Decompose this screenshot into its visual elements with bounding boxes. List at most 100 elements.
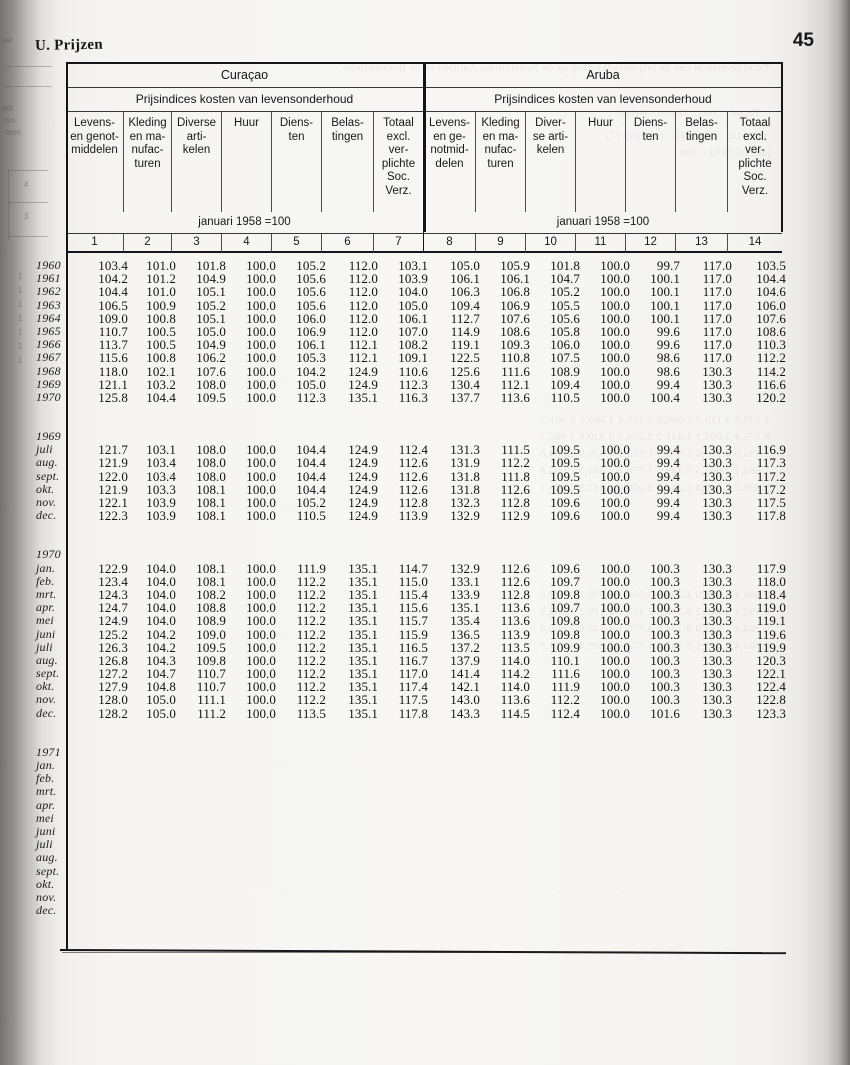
col-header-12: Diens-ten: [626, 112, 676, 212]
table-row: nov.: [0, 890, 850, 904]
table-cell: 104.0: [146, 600, 176, 616]
section-year-row: 1970: [0, 547, 850, 562]
table-cell: 101.6: [650, 705, 680, 721]
table-row: feb. 123.4 104.0 108.1 100.0 112.2 135.1 115.0 1…: [0, 573, 850, 589]
col-header-3: Diverse arti-kelen: [172, 112, 222, 212]
table-cell: 114.7: [398, 560, 428, 576]
table-cell: 100.0: [600, 271, 630, 287]
table-cell: 126.8: [98, 652, 128, 668]
col-number-4: 4: [222, 234, 272, 253]
table-cell: 130.3: [702, 376, 732, 392]
table-cell: 100.0: [246, 666, 276, 682]
table-cell: 112.8: [398, 495, 428, 510]
table-cell: 137.7: [450, 389, 480, 405]
table-cell: 105.1: [196, 310, 226, 326]
table-cell: 109.5: [550, 442, 580, 458]
table-cell: 130.3: [702, 613, 732, 629]
table-cell: 100.0: [246, 337, 276, 353]
table-cell: 105.9: [500, 258, 530, 273]
table-cell: 100.5: [146, 337, 176, 353]
col-number-11: 11: [576, 234, 626, 253]
table-cell: 120.2: [756, 389, 786, 405]
table-cell: 114.9: [450, 323, 480, 339]
row-label: mei: [36, 613, 54, 628]
table-cell: 121.7: [98, 442, 128, 458]
base-period-aruba: januari 1958 =100: [424, 212, 782, 234]
row-label: okt.: [36, 481, 55, 496]
price-index-table: Curaçao Aruba Prijsindices kosten van le…: [66, 62, 782, 253]
row-label: 1970: [36, 547, 61, 562]
table-cell: 110.8: [500, 350, 530, 366]
table-row: nov. 128.0 105.0 111.1 100.0 112.2 135.1 117.5 1…: [0, 692, 850, 708]
table-cell: 109.5: [196, 389, 226, 405]
table-row: 1964 109.0 100.8 105.1 100.0 106.0 112.0 106.1 1…: [0, 310, 850, 326]
row-label: aug.: [36, 455, 58, 470]
row-label: feb.: [36, 771, 55, 786]
row-label: juni: [36, 823, 56, 838]
row-label: dec.: [36, 903, 57, 918]
table-row: mrt. 124.3 104.0 108.2 100.0 112.2 135.1 115.4 1…: [0, 586, 850, 602]
table-cell: 112.7: [450, 310, 480, 326]
table-row: nov. 122.1 103.9 108.1 100.0 105.2 124.9 112.8 1…: [0, 495, 850, 510]
table-cell: 100.0: [600, 310, 630, 326]
table-cell: 136.5: [450, 626, 480, 642]
table-cell: 102.1: [146, 363, 176, 379]
table-cell: 113.6: [500, 600, 530, 616]
table-cell: 121.1: [98, 376, 128, 392]
table-cell: 112.0: [348, 310, 378, 326]
table-cell: 100.0: [600, 705, 630, 721]
table-cell: 107.6: [756, 310, 786, 326]
table-cell: 100.0: [246, 389, 276, 405]
table-cell: 99.4: [656, 442, 680, 458]
table-cell: 99.6: [656, 323, 680, 339]
table-cell: 111.9: [551, 679, 580, 695]
table-cell: 112.3: [296, 389, 326, 405]
table-cell: 130.3: [702, 560, 732, 576]
table-row: juli 126.3 104.2 109.5 100.0 112.2 135.1 116.5 1…: [0, 639, 850, 655]
table-cell: 117.2: [756, 481, 786, 497]
table-cell: 109.8: [550, 626, 580, 642]
table-cell: 119.0: [756, 600, 786, 616]
table-row: dec.: [0, 903, 850, 918]
table-cell: 110.7: [196, 679, 226, 695]
table-cell: 108.0: [196, 468, 226, 484]
col-number-8: 8: [424, 234, 476, 253]
table-cell: 117.0: [702, 271, 732, 287]
table-cell: 130.3: [702, 495, 732, 510]
table-cell: 101.2: [146, 271, 176, 287]
table-cell: 112.0: [348, 284, 378, 300]
table-cell: 110.7: [98, 323, 128, 339]
table-row: 1965 110.7 100.5 105.0 100.0 106.9 112.0 107.0 1…: [0, 323, 850, 339]
table-cell: 123.3: [756, 705, 786, 721]
table-row: 1962 104.4 101.0 105.1 100.0 105.6 112.0 104.0 1…: [0, 284, 850, 300]
table-cell: 100.0: [600, 389, 630, 405]
table-cell: 112.6: [398, 455, 428, 471]
table-cell: 130.3: [702, 389, 732, 405]
table-cell: 109.7: [550, 573, 580, 589]
table-cell: 130.3: [702, 468, 732, 484]
table-cell: 100.0: [246, 455, 276, 471]
table-cell: 98.6: [656, 363, 680, 379]
table-cell: 118.0: [756, 573, 786, 589]
table-row: aug. 126.8 104.3 109.8 100.0 112.2 135.1 116.7 1…: [0, 652, 850, 668]
table-cell: 103.2: [146, 376, 176, 392]
table-cell: 131.9: [450, 455, 480, 471]
table-cell: 104.9: [196, 337, 226, 353]
table-cell: 100.0: [600, 376, 630, 392]
table-cell: 143.0: [450, 692, 480, 708]
table-cell: 106.8: [500, 284, 530, 300]
row-label: 1969: [36, 429, 61, 444]
table-cell: 104.7: [550, 271, 580, 287]
table-cell: 100.0: [246, 679, 276, 695]
row-label: 1962: [36, 284, 61, 299]
table-cell: 100.0: [246, 376, 276, 392]
table-cell: 107.6: [500, 310, 530, 326]
table-cell: 104.4: [296, 455, 326, 471]
table-cell: 135.1: [348, 600, 378, 616]
table-cell: 112.2: [296, 613, 326, 629]
table-cell: 105.6: [550, 310, 580, 326]
table-cell: 110.6: [398, 363, 428, 379]
table-cell: 100.3: [650, 639, 680, 655]
row-label: mrt.: [36, 586, 57, 601]
